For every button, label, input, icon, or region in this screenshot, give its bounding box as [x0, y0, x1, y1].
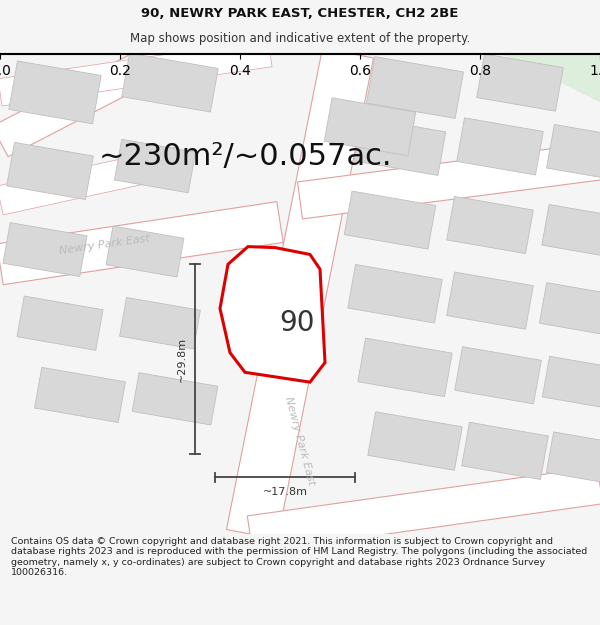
Polygon shape	[0, 38, 178, 157]
Text: Newry Park East: Newry Park East	[283, 396, 317, 486]
Text: 90, NEWRY PARK EAST, CHESTER, CH2 2BE: 90, NEWRY PARK EAST, CHESTER, CH2 2BE	[142, 7, 458, 20]
Text: Newry Park East: Newry Park East	[59, 233, 151, 256]
Polygon shape	[358, 338, 452, 397]
Polygon shape	[447, 272, 533, 329]
Polygon shape	[34, 368, 125, 423]
Polygon shape	[119, 298, 200, 349]
Polygon shape	[368, 412, 462, 471]
Text: ~230m²/~0.057ac.: ~230m²/~0.057ac.	[98, 142, 392, 171]
Polygon shape	[547, 432, 600, 484]
Polygon shape	[547, 124, 600, 178]
Polygon shape	[447, 196, 533, 254]
Polygon shape	[9, 61, 101, 124]
Polygon shape	[455, 347, 541, 404]
Polygon shape	[3, 222, 87, 276]
Polygon shape	[457, 118, 543, 175]
Text: ~17.8m: ~17.8m	[263, 488, 308, 498]
Polygon shape	[324, 98, 416, 156]
Polygon shape	[106, 226, 184, 277]
Polygon shape	[0, 39, 272, 106]
Text: 90: 90	[279, 309, 315, 338]
Polygon shape	[220, 247, 325, 382]
Polygon shape	[354, 118, 446, 176]
Polygon shape	[542, 204, 600, 256]
Polygon shape	[132, 372, 218, 425]
Polygon shape	[0, 147, 183, 215]
Text: ~29.8m: ~29.8m	[177, 336, 187, 382]
Polygon shape	[542, 356, 600, 408]
Polygon shape	[0, 202, 283, 284]
Polygon shape	[477, 54, 563, 111]
Polygon shape	[122, 53, 218, 112]
Polygon shape	[344, 191, 436, 249]
Polygon shape	[247, 467, 600, 553]
Polygon shape	[226, 48, 374, 539]
Polygon shape	[500, 53, 600, 102]
Polygon shape	[367, 57, 463, 118]
Polygon shape	[539, 282, 600, 334]
Text: Contains OS data © Crown copyright and database right 2021. This information is : Contains OS data © Crown copyright and d…	[11, 537, 587, 578]
Polygon shape	[7, 142, 93, 199]
Polygon shape	[298, 142, 600, 219]
Polygon shape	[17, 296, 103, 351]
Polygon shape	[462, 422, 548, 479]
Polygon shape	[115, 139, 196, 192]
Text: Map shows position and indicative extent of the property.: Map shows position and indicative extent…	[130, 32, 470, 45]
Polygon shape	[348, 264, 442, 323]
